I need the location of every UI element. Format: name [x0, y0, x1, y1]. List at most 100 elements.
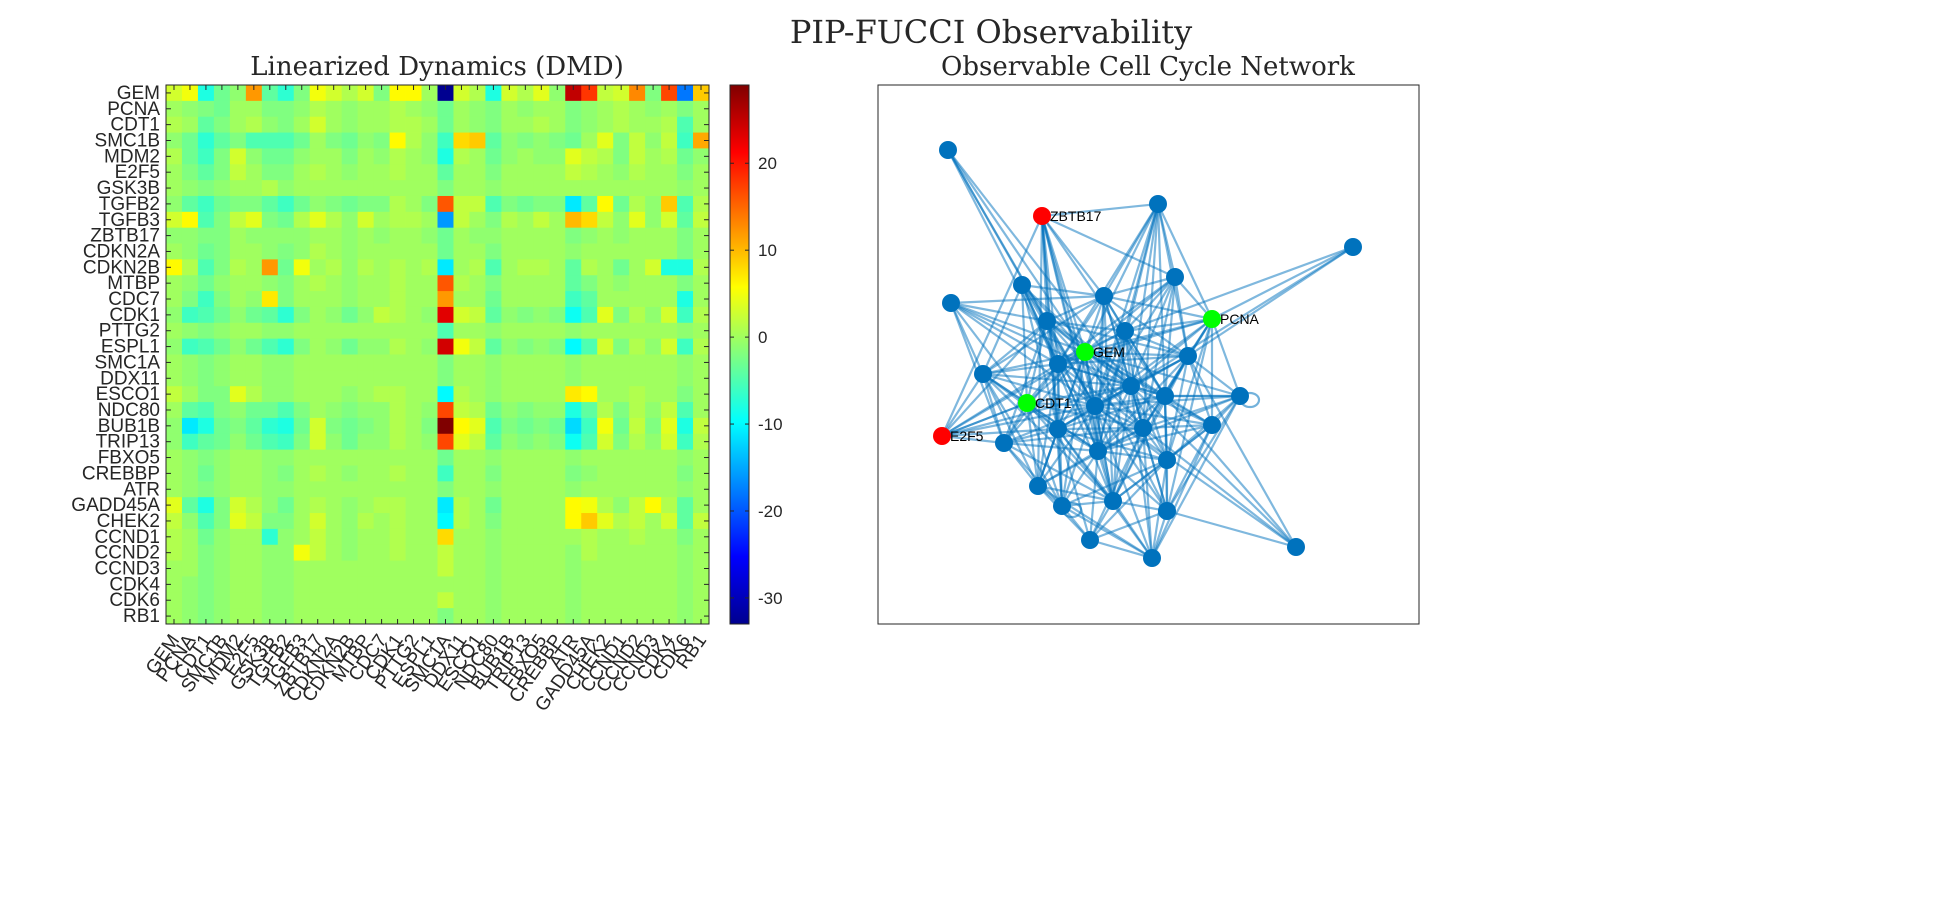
- heatmap-cell: [565, 306, 582, 324]
- heatmap-cell: [341, 576, 359, 593]
- heatmap-cell: [693, 608, 710, 625]
- heatmap-cell: [549, 338, 566, 355]
- heatmap-cell: [597, 132, 614, 149]
- heatmap-cell: [549, 560, 566, 577]
- heatmap-cell: [677, 528, 694, 546]
- heatmap-cell: [389, 322, 406, 340]
- heatmap-cell: [517, 100, 534, 118]
- heatmap-cell: [661, 338, 678, 355]
- heatmap-cell: [405, 180, 422, 197]
- heatmap-cell: [181, 116, 199, 133]
- heatmap-cell: [373, 576, 390, 593]
- heatmap-cell: [693, 354, 710, 371]
- heatmap-cell: [581, 306, 598, 324]
- heatmap-cell: [293, 291, 311, 308]
- heatmap-cell: [421, 576, 438, 593]
- heatmap-cell: [261, 275, 279, 292]
- heatmap-cell: [565, 402, 582, 419]
- heatmap-cell: [565, 132, 582, 149]
- heatmap-cell: [613, 465, 630, 482]
- heatmap-cell: [213, 180, 231, 197]
- heatmap-cell: [533, 180, 550, 197]
- heatmap-cell: [341, 259, 359, 276]
- network-edge: [1084, 351, 1168, 512]
- heatmap-row-label: ATR: [123, 479, 160, 500]
- heatmap-cell: [357, 528, 375, 546]
- heatmap-cell: [565, 227, 582, 244]
- heatmap-cell: [229, 338, 247, 355]
- heatmap-cell: [197, 576, 215, 593]
- heatmap-cell: [341, 100, 359, 118]
- heatmap-cell: [629, 544, 646, 561]
- heatmap-cell: [245, 322, 263, 340]
- heatmap-cell: [341, 354, 359, 371]
- network-edge: [1124, 317, 1213, 333]
- heatmap-cell: [565, 528, 582, 546]
- heatmap-cell: [485, 608, 502, 625]
- heatmap-cell: [357, 306, 375, 324]
- heatmap-cell: [277, 497, 295, 514]
- network-edge: [982, 320, 1048, 375]
- heatmap-cell: [373, 370, 390, 387]
- heatmap-cell: [533, 275, 550, 292]
- heatmap-cell: [565, 180, 582, 197]
- heatmap-cell: [613, 513, 630, 530]
- network-edge: [1057, 354, 1189, 366]
- heatmap-cell: [597, 275, 614, 292]
- heatmap-cell: [277, 306, 295, 324]
- heatmap-cell: [485, 354, 502, 371]
- heatmap-cell: [645, 449, 662, 466]
- heatmap-cell: [501, 180, 518, 197]
- network-edge: [1164, 395, 1297, 548]
- heatmap-cell: [485, 243, 502, 260]
- network-edge: [1187, 355, 1241, 397]
- heatmap-cell: [549, 417, 566, 435]
- network-edge: [1150, 424, 1214, 559]
- heatmap-cell: [277, 608, 295, 625]
- heatmap-cell: [405, 116, 422, 133]
- heatmap-cell: [437, 259, 454, 276]
- heatmap-cell: [245, 259, 263, 276]
- heatmap-cell: [277, 592, 295, 609]
- heatmap-cell: [309, 164, 327, 181]
- heatmap-cell: [565, 370, 582, 387]
- heatmap-cell: [293, 449, 311, 466]
- heatmap-cell: [501, 164, 518, 181]
- network-edge: [1057, 363, 1144, 429]
- network-node: [1158, 451, 1176, 469]
- heatmap-cell: [565, 433, 582, 451]
- heatmap-cell: [373, 544, 390, 561]
- heatmap-cell: [661, 528, 678, 546]
- heatmap-cell: [166, 370, 183, 387]
- heatmap-cell: [565, 291, 582, 308]
- heatmap-cell: [517, 449, 534, 466]
- heatmap-cell: [197, 370, 215, 387]
- heatmap-cell: [677, 354, 694, 371]
- heatmap-cell: [661, 322, 678, 340]
- heatmap-cell: [197, 211, 215, 229]
- heatmap-cell: [677, 386, 694, 403]
- heatmap-cell: [501, 544, 518, 561]
- heatmap-cell: [501, 417, 518, 435]
- heatmap-cell: [533, 338, 550, 355]
- heatmap-cell: [469, 433, 486, 451]
- heatmap-cell: [181, 528, 199, 546]
- network-node: [1203, 416, 1221, 434]
- heatmap-cell: [661, 100, 678, 118]
- heatmap-cell: [453, 164, 470, 181]
- heatmap-cell: [421, 417, 438, 435]
- heatmap-cell: [389, 576, 406, 593]
- heatmap-cell: [517, 497, 534, 514]
- heatmap-cell: [357, 544, 375, 561]
- heatmap-cell: [389, 592, 406, 609]
- heatmap-cell: [645, 275, 662, 292]
- heatmap-cell: [309, 417, 327, 435]
- heatmap-cell: [533, 417, 550, 435]
- heatmap-cell: [613, 275, 630, 292]
- heatmap-cell: [437, 433, 454, 451]
- heatmap-cell: [469, 275, 486, 292]
- heatmap-cell: [245, 592, 263, 609]
- heatmap-cell: [629, 465, 646, 482]
- heatmap-cell: [373, 386, 390, 403]
- heatmap-cell: [245, 560, 263, 577]
